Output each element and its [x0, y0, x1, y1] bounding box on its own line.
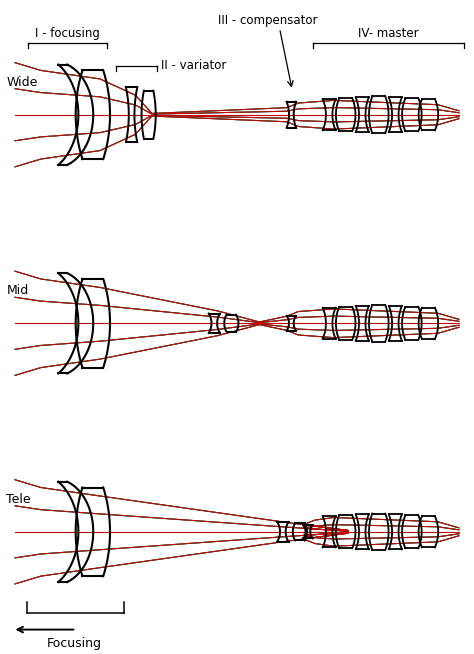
Text: IV- master: IV- master: [358, 27, 419, 41]
Text: I - focusing: I - focusing: [35, 27, 100, 41]
Text: Wide: Wide: [6, 76, 38, 89]
Text: II - variator: II - variator: [161, 60, 227, 73]
Text: Mid: Mid: [6, 284, 28, 297]
Text: III - compensator: III - compensator: [218, 14, 318, 27]
Text: Focusing: Focusing: [46, 637, 101, 650]
Text: Tele: Tele: [6, 492, 31, 506]
